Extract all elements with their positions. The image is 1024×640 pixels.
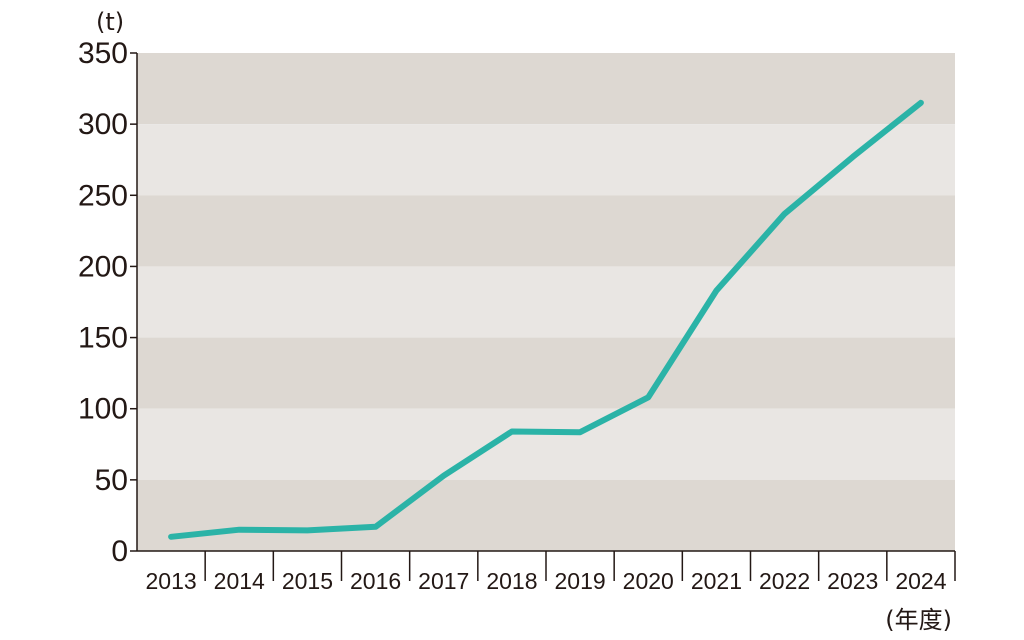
data-point	[783, 212, 786, 215]
grid-band	[137, 266, 955, 338]
axes	[130, 52, 956, 581]
x-tick-label: 2017	[418, 568, 469, 594]
data-point	[715, 289, 718, 292]
x-tick-label: 2020	[623, 568, 674, 594]
grid-band	[137, 53, 955, 125]
y-tick-label: 350	[78, 37, 128, 70]
grid-band	[137, 479, 955, 551]
y-tick-label: 300	[78, 108, 128, 141]
y-tick-label: 200	[78, 250, 128, 283]
x-axis-unit-label: (年度)	[885, 606, 952, 634]
y-tick-labels: 0 50 100 150 200 250 300 350	[78, 37, 128, 568]
x-tick-label: 2014	[214, 568, 265, 594]
x-tick-label: 2019	[554, 568, 605, 594]
x-tick-label: 2016	[350, 568, 401, 594]
y-axis-unit-label: (t)	[96, 8, 124, 36]
grid-band	[137, 195, 955, 267]
data-point	[919, 101, 922, 104]
y-tick-label: 250	[78, 179, 128, 212]
grid-band	[137, 408, 955, 480]
data-point	[170, 535, 173, 538]
x-tick-label: 2022	[759, 568, 810, 594]
series-layer	[168, 99, 924, 540]
data-point	[647, 396, 650, 399]
data-point	[579, 431, 582, 434]
x-tick-label: 2023	[827, 568, 878, 594]
x-tick-labels: 2013 2014 2015 2016 2017 2018 2019 2020 2021 2022…	[145, 568, 946, 594]
y-tick-label: 0	[111, 535, 128, 568]
grid-band	[137, 337, 955, 409]
x-tick-label: 2021	[691, 568, 742, 594]
data-point	[238, 528, 241, 531]
y-tick-label: 50	[95, 464, 128, 497]
data-point	[442, 474, 445, 477]
series-line	[168, 99, 924, 540]
data-point	[374, 525, 377, 528]
x-tick-label: 2024	[895, 568, 946, 594]
grid-band	[137, 124, 955, 196]
grid-bands	[137, 53, 955, 551]
x-tick-label: 2015	[282, 568, 333, 594]
data-point	[851, 155, 854, 158]
data-point	[510, 430, 513, 433]
y-tick-label: 150	[78, 322, 128, 355]
data-point	[306, 529, 309, 532]
x-tick-label: 2013	[145, 568, 196, 594]
x-tick-label: 2018	[486, 568, 537, 594]
y-tick-label: 100	[78, 393, 128, 426]
